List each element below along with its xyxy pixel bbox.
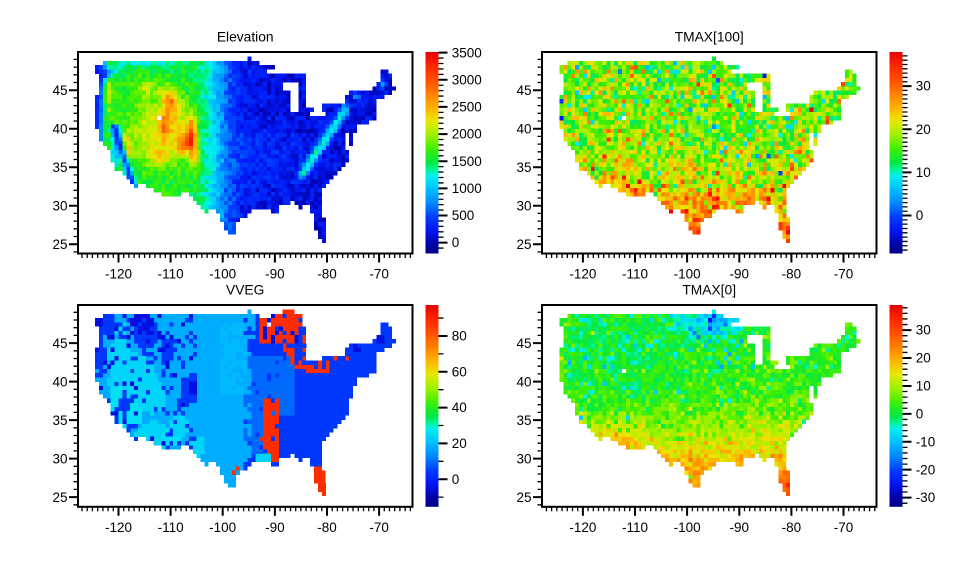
- svg-text:1000: 1000: [452, 181, 482, 196]
- svg-text:45: 45: [52, 336, 67, 351]
- svg-text:40: 40: [452, 400, 467, 415]
- svg-text:25: 25: [516, 237, 531, 252]
- svg-text:-90: -90: [730, 520, 750, 535]
- svg-text:-100: -100: [209, 520, 236, 535]
- svg-text:20: 20: [916, 351, 931, 366]
- svg-text:40: 40: [52, 122, 67, 137]
- svg-text:-80: -80: [317, 520, 337, 535]
- svg-text:60: 60: [452, 364, 467, 379]
- svg-text:-90: -90: [730, 267, 750, 282]
- svg-text:3500: 3500: [452, 45, 482, 60]
- svg-text:25: 25: [52, 237, 67, 252]
- svg-text:3000: 3000: [452, 72, 482, 87]
- svg-text:30: 30: [916, 323, 931, 338]
- svg-text:-70: -70: [834, 267, 854, 282]
- svg-text:-90: -90: [265, 267, 285, 282]
- svg-text:45: 45: [516, 336, 531, 351]
- svg-text:30: 30: [516, 451, 531, 466]
- svg-text:30: 30: [52, 199, 67, 214]
- svg-text:VVEG: VVEG: [226, 283, 264, 298]
- svg-text:2500: 2500: [452, 100, 482, 115]
- svg-text:10: 10: [916, 165, 931, 180]
- svg-text:-80: -80: [782, 267, 802, 282]
- svg-text:30: 30: [916, 79, 931, 94]
- svg-text:0: 0: [452, 472, 460, 487]
- svg-text:35: 35: [52, 160, 67, 175]
- svg-text:2000: 2000: [452, 127, 482, 142]
- svg-text:35: 35: [516, 413, 531, 428]
- svg-text:-90: -90: [265, 520, 285, 535]
- svg-text:20: 20: [452, 436, 467, 451]
- svg-text:30: 30: [52, 451, 67, 466]
- svg-text:-110: -110: [158, 267, 184, 282]
- svg-text:45: 45: [516, 83, 531, 98]
- svg-text:-100: -100: [674, 520, 701, 535]
- svg-text:40: 40: [516, 122, 531, 137]
- svg-text:-120: -120: [569, 520, 596, 535]
- svg-text:-20: -20: [916, 462, 936, 477]
- svg-text:-120: -120: [105, 267, 132, 282]
- svg-text:-110: -110: [622, 267, 648, 282]
- svg-text:-120: -120: [569, 267, 596, 282]
- svg-text:1500: 1500: [452, 154, 482, 169]
- svg-text:Elevation: Elevation: [217, 30, 274, 45]
- svg-text:0: 0: [916, 406, 924, 421]
- svg-text:-80: -80: [782, 520, 802, 535]
- svg-text:10: 10: [916, 379, 931, 394]
- svg-text:TMAX[100]: TMAX[100]: [675, 30, 744, 45]
- svg-text:-110: -110: [622, 520, 648, 535]
- svg-text:0: 0: [452, 235, 460, 250]
- svg-text:-70: -70: [834, 520, 854, 535]
- svg-text:-120: -120: [105, 520, 132, 535]
- svg-text:-70: -70: [369, 520, 389, 535]
- svg-text:35: 35: [516, 160, 531, 175]
- svg-text:40: 40: [52, 374, 67, 389]
- svg-text:25: 25: [516, 490, 531, 505]
- svg-text:-100: -100: [674, 267, 701, 282]
- svg-text:25: 25: [52, 490, 67, 505]
- svg-text:-80: -80: [317, 267, 337, 282]
- svg-text:-100: -100: [209, 267, 236, 282]
- svg-text:-110: -110: [158, 520, 184, 535]
- svg-text:30: 30: [516, 199, 531, 214]
- svg-text:-10: -10: [916, 434, 936, 449]
- svg-text:500: 500: [452, 208, 475, 223]
- svg-text:-70: -70: [369, 267, 389, 282]
- svg-text:-30: -30: [916, 490, 936, 505]
- svg-text:80: 80: [452, 329, 467, 344]
- svg-text:0: 0: [916, 208, 924, 223]
- svg-text:45: 45: [52, 83, 67, 98]
- svg-text:40: 40: [516, 374, 531, 389]
- svg-text:20: 20: [916, 122, 931, 137]
- svg-text:TMAX[0]: TMAX[0]: [682, 283, 736, 298]
- svg-text:35: 35: [52, 413, 67, 428]
